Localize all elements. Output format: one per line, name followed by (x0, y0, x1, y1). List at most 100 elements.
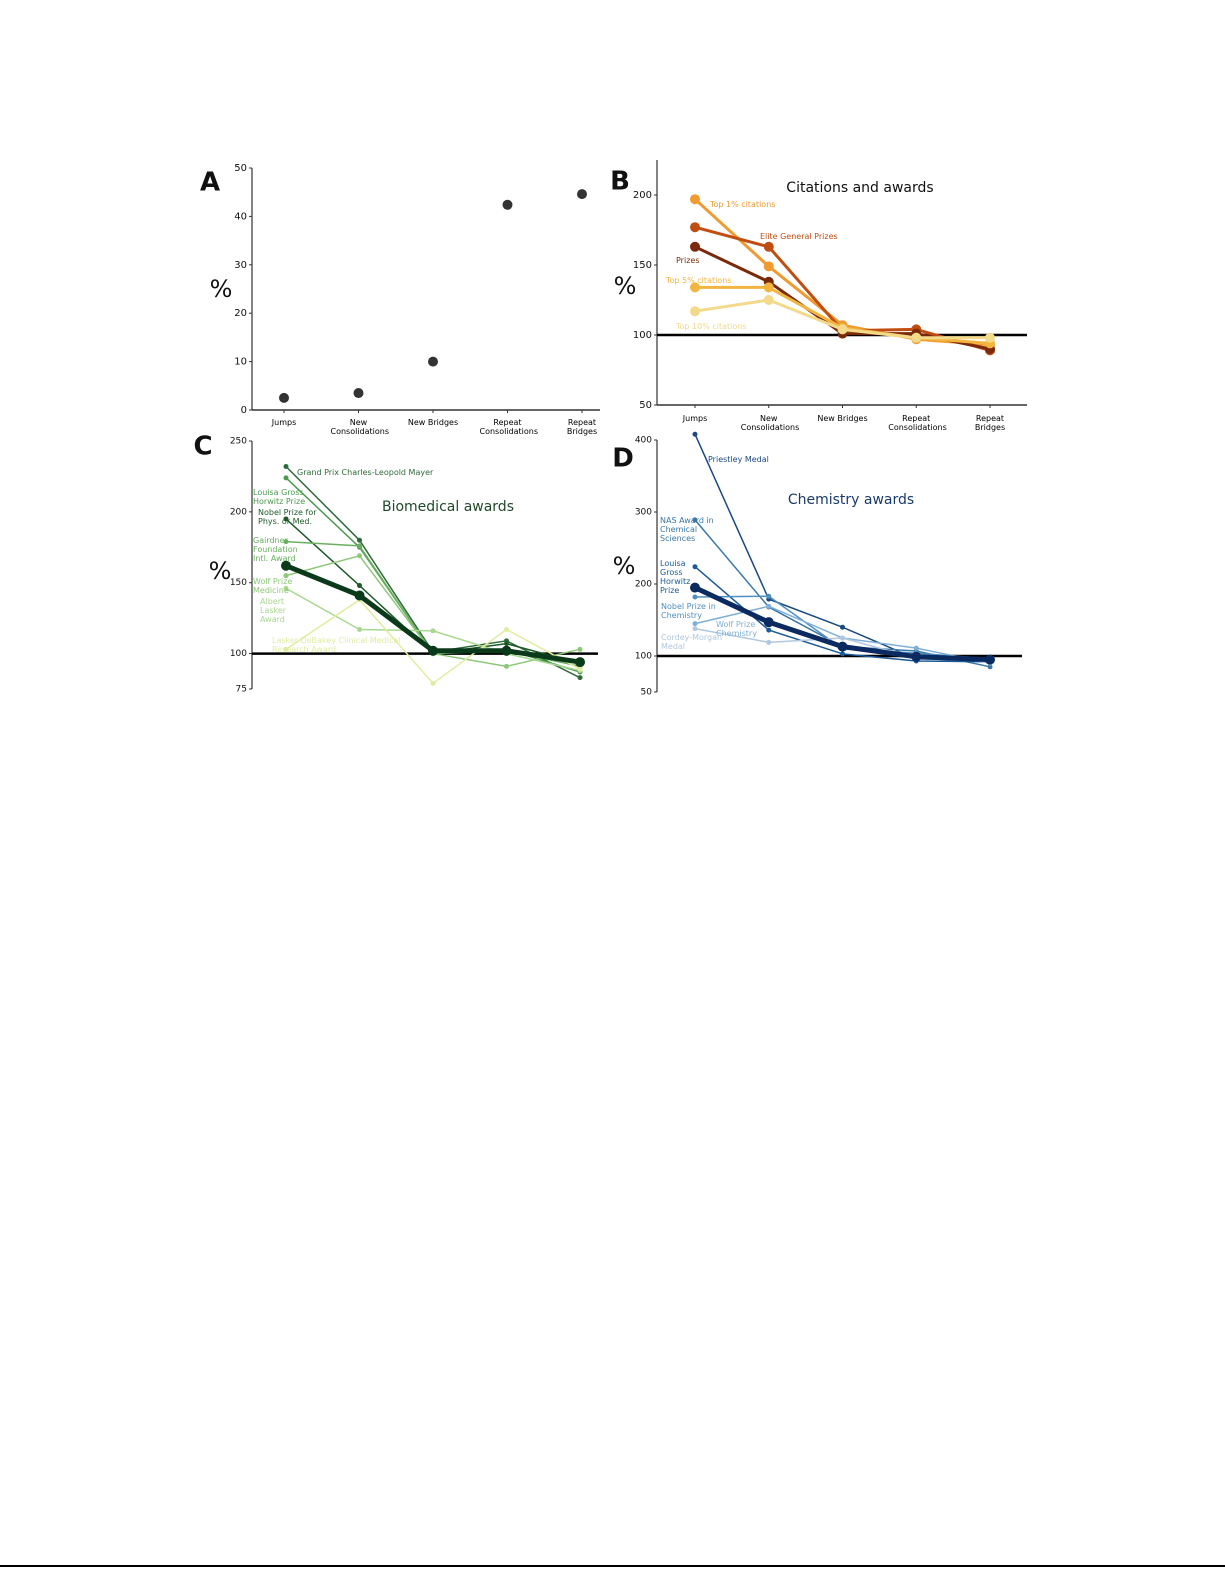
series-point (575, 657, 585, 668)
x-tick-label: Repeat Bridges (974, 414, 1006, 432)
y-tick-label: 100 (230, 649, 247, 659)
series-point (692, 431, 698, 437)
y-tick-label: 50 (641, 688, 653, 698)
series-point (357, 626, 362, 632)
y-tick-label: 300 (635, 508, 652, 518)
series-point (692, 517, 698, 523)
y-tick-label: 75 (236, 685, 247, 695)
y-tick-label: 150 (633, 260, 652, 271)
series-point (840, 624, 845, 630)
series-point (430, 628, 436, 634)
series-point (763, 282, 774, 293)
x-tick-label: Repeat Bridges (566, 418, 598, 436)
chart-title: Citations and awards (786, 180, 933, 196)
y-tick-label: 200 (635, 580, 652, 590)
y-tick-label: 100 (633, 330, 652, 341)
series-point (987, 664, 993, 670)
series-point (692, 594, 698, 600)
series-point (690, 582, 700, 593)
series-point (354, 590, 365, 601)
series-point (763, 241, 774, 252)
y-tick-label: 150 (230, 578, 247, 588)
series-point (577, 666, 583, 672)
series-label: Top 1% citations (710, 200, 776, 209)
y-tick-label: 10 (234, 357, 247, 368)
x-tick-label: New Bridges (817, 414, 868, 423)
series-point (985, 654, 995, 665)
series-label: Louisa Gross Horwitz Prize (660, 559, 691, 595)
series-point (283, 585, 289, 591)
series-point (985, 332, 995, 343)
series-point (357, 537, 362, 543)
series-point (911, 651, 922, 662)
series-point (577, 675, 583, 681)
panel-letter: D (612, 444, 634, 474)
series-label: Cordey-Morgan Medal (661, 633, 723, 651)
series-point (283, 464, 289, 470)
series-point (690, 194, 700, 205)
chart-title: Chemistry awards (788, 492, 914, 508)
series-point (690, 306, 700, 317)
panel-letter: C (193, 432, 212, 462)
x-tick-label: New Consolidations (330, 418, 390, 436)
series-point (430, 680, 436, 686)
y-tick-label: 100 (635, 652, 652, 662)
y-axis-label: % (210, 275, 233, 303)
series-label: Priestley Medal (708, 455, 769, 464)
dot (502, 199, 513, 210)
series-label: Prizes (676, 256, 700, 265)
series-point (281, 560, 291, 571)
series-point (283, 475, 289, 481)
dot (577, 189, 587, 200)
series-label: Top 10% citations (676, 322, 747, 331)
x-tick-label: New Bridges (407, 418, 459, 427)
y-axis-label: % (613, 552, 636, 580)
series-point (577, 646, 583, 652)
series-point (763, 617, 774, 628)
series-point (763, 261, 774, 272)
x-tick-label: Repeat Consolidations (479, 418, 539, 436)
series-point (766, 627, 772, 633)
series-point (911, 332, 922, 343)
series-point (690, 282, 700, 293)
dot (353, 388, 364, 399)
series-point (692, 621, 698, 627)
y-tick-label: 40 (234, 211, 247, 222)
series-label: Gairdner Foundation Intl. Award (253, 536, 298, 563)
series-point (501, 645, 512, 656)
series-point (283, 539, 289, 545)
series-label: Lasker-DeBakey Clinical Medical Research… (272, 636, 401, 654)
series-point (357, 543, 362, 549)
panel-letter: A (200, 168, 220, 198)
series-point (837, 641, 848, 652)
series-point (504, 626, 509, 632)
x-tick-label: Jumps (682, 414, 708, 423)
series-label: Grand Prix Charles-Leopold Mayer (297, 468, 434, 477)
chart-title: Biomedical awards (382, 499, 514, 515)
y-tick-label: 250 (230, 437, 247, 447)
y-axis-label: % (614, 272, 637, 300)
series-point (840, 635, 845, 641)
series-label: Top 5% citations (666, 276, 732, 285)
series-point (428, 645, 438, 656)
x-tick-label: Repeat Consolidations (888, 414, 947, 432)
series-point (357, 583, 362, 589)
series-point (357, 553, 362, 559)
series-point (504, 663, 509, 669)
y-tick-label: 0 (241, 405, 247, 416)
series-label: NAS Award in Chemical Sciences (660, 516, 714, 543)
y-tick-label: 50 (234, 163, 247, 174)
series-point (283, 516, 289, 522)
dot (279, 392, 289, 403)
series-label: Albert Lasker Award (260, 597, 287, 624)
series-point (763, 295, 774, 305)
series-point (837, 324, 848, 335)
y-tick-label: 30 (234, 260, 247, 271)
series-label: Nobel Prize for Phys. or Med. (258, 508, 317, 526)
series-point (840, 651, 845, 657)
y-tick-label: 200 (633, 190, 652, 201)
series-point (692, 564, 698, 570)
x-tick-label: New Consolidations (740, 414, 800, 432)
